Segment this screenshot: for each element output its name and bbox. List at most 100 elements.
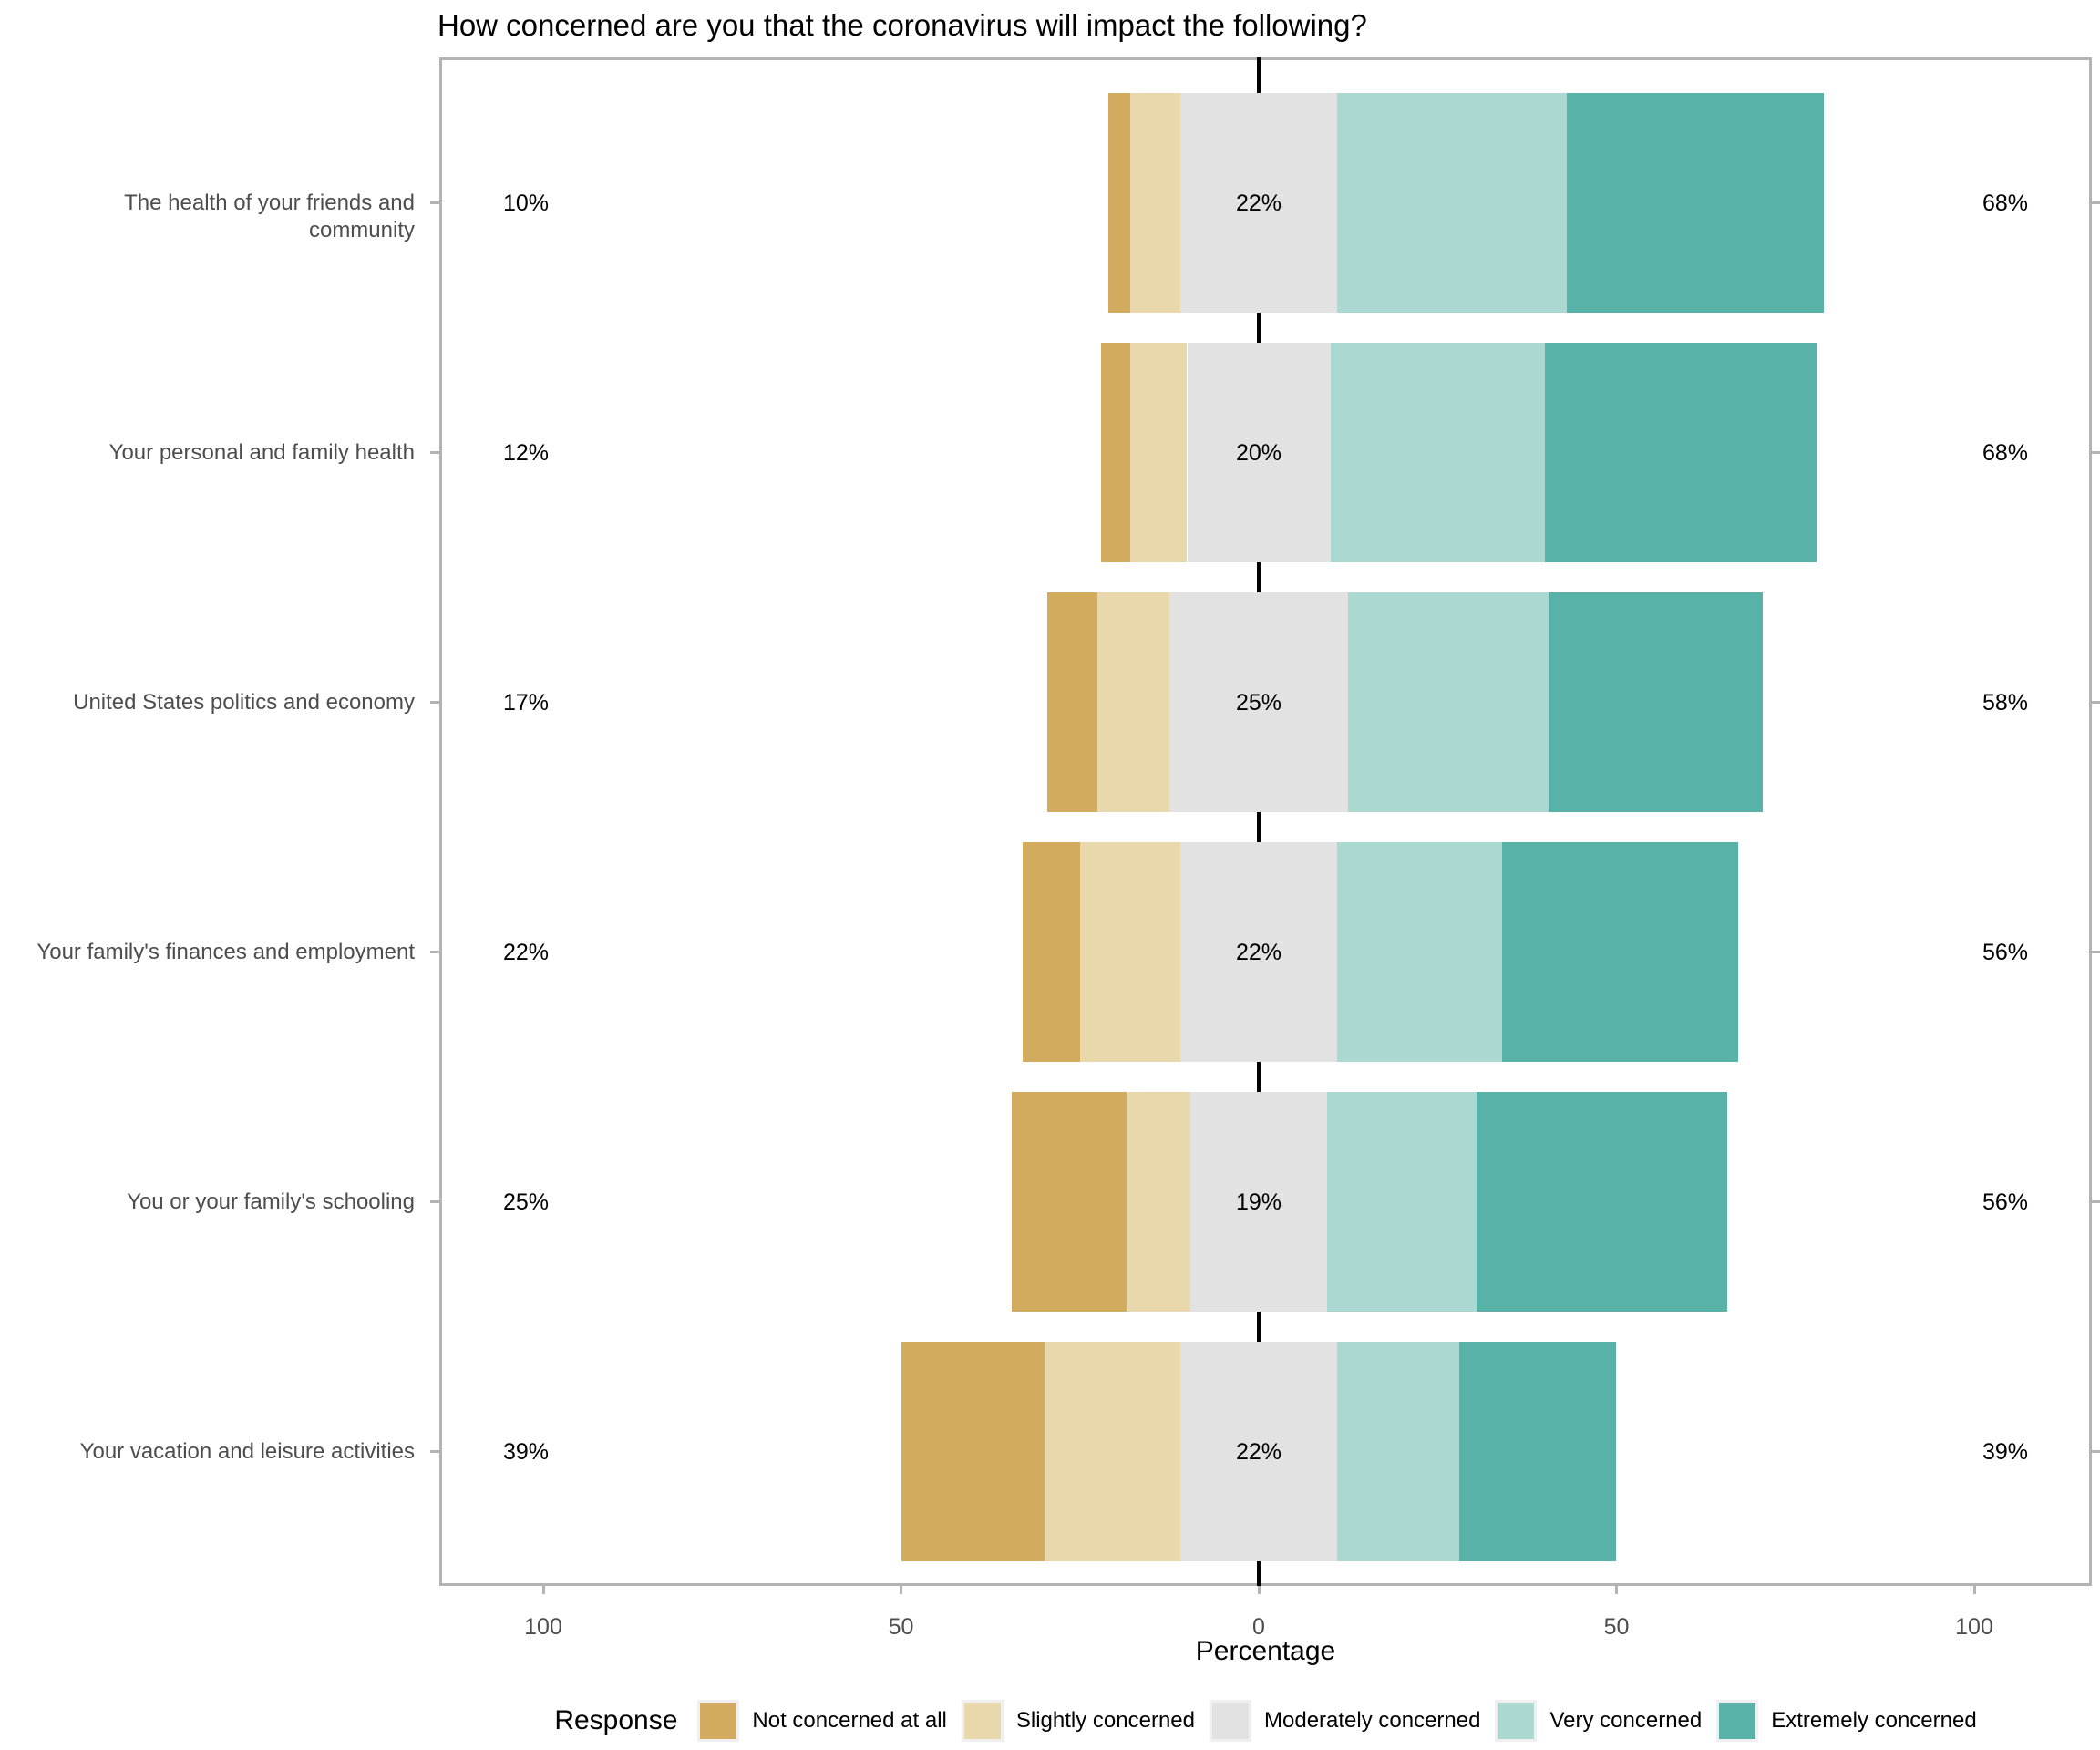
- bar-segment-slightly-concerned: [1044, 1342, 1180, 1561]
- x-axis-title: Percentage: [1195, 1636, 1336, 1666]
- bar-segment-very-concerned: [1330, 343, 1545, 562]
- bar-segment-slightly-concerned: [1126, 1092, 1191, 1312]
- moderate-label: 22%: [1235, 1438, 1282, 1465]
- legend-swatch: [1212, 1703, 1249, 1739]
- legend: Response Not concerned at all Slightly co…: [439, 1693, 2092, 1748]
- high-total-label: 56%: [1982, 1189, 2029, 1215]
- x-axis-tick: [541, 1586, 545, 1594]
- legend-key: [697, 1700, 740, 1742]
- bar-segment-moderately-concerned: [1179, 842, 1338, 1062]
- bar-segment-slightly-concerned: [1129, 343, 1188, 562]
- bar-segment-not-concerned-at-all: [1101, 343, 1130, 562]
- legend-item: Not concerned at all: [697, 1700, 947, 1742]
- high-total-label: 39%: [1982, 1438, 2029, 1465]
- x-axis-tick: [1972, 1586, 1976, 1594]
- bar-segment-very-concerned: [1337, 93, 1567, 313]
- plot-panel: [439, 57, 2092, 1586]
- bar-segment-slightly-concerned: [1079, 842, 1180, 1062]
- bar-segment-moderately-concerned: [1190, 1092, 1327, 1312]
- row-tick-right: [2092, 700, 2100, 704]
- x-tick-label: 100: [1955, 1614, 1993, 1640]
- bar-segment-not-concerned-at-all: [901, 1342, 1045, 1561]
- legend-item-label: Not concerned at all: [752, 1708, 947, 1733]
- bar-segment-not-concerned-at-all: [1047, 592, 1098, 812]
- x-tick-label: 0: [1252, 1614, 1265, 1640]
- legend-item-label: Very concerned: [1549, 1708, 1703, 1733]
- legend-item: Very concerned: [1495, 1700, 1702, 1742]
- category-label: Your vacation and leisure activities: [79, 1438, 415, 1464]
- legend-key: [1716, 1700, 1759, 1742]
- legend-item-label: Extremely concerned: [1771, 1708, 1977, 1733]
- row-tick-right: [2092, 950, 2100, 953]
- bar-segment-moderately-concerned: [1168, 592, 1349, 812]
- row-tick-right: [2092, 1449, 2100, 1453]
- low-total-label: 22%: [502, 939, 550, 965]
- x-tick-label: 50: [888, 1614, 914, 1640]
- zero-axis-line: [1257, 57, 1261, 1586]
- low-total-label: 12%: [502, 439, 550, 466]
- legend-swatch: [700, 1703, 737, 1739]
- low-total-label: 17%: [502, 689, 550, 715]
- legend-key: [1210, 1700, 1251, 1742]
- low-total-label: 10%: [502, 190, 550, 216]
- bar-segment-moderately-concerned: [1179, 1342, 1338, 1561]
- bar-segment-extremely-concerned: [1501, 842, 1738, 1062]
- moderate-label: 25%: [1235, 689, 1282, 715]
- bar-segment-slightly-concerned: [1129, 93, 1180, 313]
- legend-item: Moderately concerned: [1210, 1700, 1480, 1742]
- legend-swatch: [1498, 1703, 1535, 1739]
- moderate-label: 20%: [1235, 439, 1282, 466]
- category-label: The health of your friends and community: [124, 190, 415, 242]
- high-total-label: 56%: [1982, 939, 2029, 965]
- bar-segment-not-concerned-at-all: [1108, 93, 1130, 313]
- legend-item-label: Moderately concerned: [1264, 1708, 1481, 1733]
- bar-segment-extremely-concerned: [1566, 93, 1825, 313]
- x-axis-tick: [1615, 1586, 1618, 1594]
- bar-segment-not-concerned-at-all: [1022, 842, 1080, 1062]
- x-tick-label: 100: [524, 1614, 562, 1640]
- category-label: Your family's finances and employment: [36, 939, 415, 964]
- legend-item: Slightly concerned: [961, 1700, 1195, 1742]
- bar-segment-not-concerned-at-all: [1012, 1092, 1127, 1312]
- low-total-label: 25%: [502, 1189, 550, 1215]
- high-total-label: 58%: [1982, 689, 2029, 715]
- high-total-label: 68%: [1982, 439, 2029, 466]
- row-tick-left: [430, 1199, 439, 1203]
- legend-key: [961, 1700, 1004, 1742]
- category-label: Your personal and family health: [108, 439, 415, 465]
- row-tick-right: [2092, 201, 2100, 204]
- category-label: You or your family's schooling: [127, 1189, 415, 1214]
- legend-swatch: [1719, 1703, 1756, 1739]
- bar-segment-very-concerned: [1337, 1342, 1459, 1561]
- bar-segment-extremely-concerned: [1548, 592, 1764, 812]
- bar-segment-very-concerned: [1348, 592, 1549, 812]
- row-tick-left: [430, 700, 439, 704]
- bar-segment-extremely-concerned: [1545, 343, 1817, 562]
- bar-segment-very-concerned: [1337, 842, 1502, 1062]
- moderate-label: 19%: [1235, 1189, 1282, 1215]
- row-tick-right: [2092, 1199, 2100, 1203]
- low-total-label: 39%: [502, 1438, 550, 1465]
- category-label: United States politics and economy: [73, 689, 415, 715]
- bar-segment-slightly-concerned: [1097, 592, 1169, 812]
- legend-item: Extremely concerned: [1716, 1700, 1977, 1742]
- row-tick-left: [430, 950, 439, 953]
- bar-segment-extremely-concerned: [1477, 1092, 1728, 1312]
- legend-title: Response: [554, 1705, 678, 1735]
- x-axis-tick: [1257, 1586, 1261, 1594]
- high-total-label: 68%: [1982, 190, 2029, 216]
- row-tick-left: [430, 201, 439, 204]
- legend-item-label: Slightly concerned: [1015, 1708, 1195, 1733]
- bar-segment-extremely-concerned: [1458, 1342, 1617, 1561]
- x-tick-label: 50: [1603, 1614, 1630, 1640]
- chart-title: How concerned are you that the coronavir…: [438, 8, 1367, 42]
- bar-segment-very-concerned: [1326, 1092, 1477, 1312]
- bar-segment-moderately-concerned: [1187, 343, 1331, 562]
- legend-swatch: [963, 1703, 1001, 1739]
- row-tick-left: [430, 1449, 439, 1453]
- legend-key: [1495, 1700, 1538, 1742]
- bar-segment-moderately-concerned: [1179, 93, 1338, 313]
- row-tick-left: [430, 450, 439, 454]
- x-axis-tick: [900, 1586, 902, 1594]
